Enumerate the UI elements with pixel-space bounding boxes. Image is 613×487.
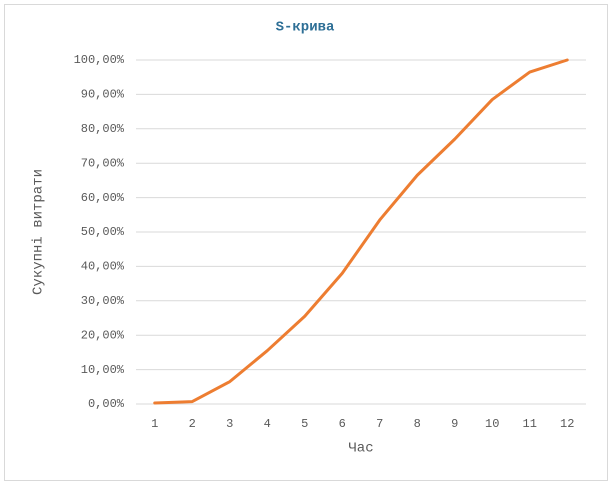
chart-title: S-крива [276,20,335,36]
y-tick-label: 90,00% [81,88,125,102]
x-tick-label: 10 [485,417,499,431]
x-tick-label: 12 [560,417,574,431]
y-tick-label: 10,00% [81,363,125,377]
x-tick-label: 2 [189,417,196,431]
x-axis-title: Час [348,441,373,457]
y-tick-label: 70,00% [81,156,125,170]
y-tick-label: 40,00% [81,260,125,274]
x-tick-label: 7 [376,417,383,431]
x-tick-label: 9 [451,417,458,431]
y-tick-label: 20,00% [81,328,125,342]
x-tick-label: 4 [264,417,271,431]
x-tick-label: 1 [151,417,158,431]
x-tick-label: 3 [226,417,233,431]
chart-border [4,4,608,481]
x-tick-label: 5 [301,417,308,431]
x-tick-label: 6 [339,417,346,431]
x-tick-label: 8 [414,417,421,431]
y-axis-title: Сукупні витрати [30,169,47,295]
y-tick-label: 60,00% [81,191,125,205]
y-tick-label: 0,00% [88,397,125,411]
y-tick-label: 100,00% [74,53,125,67]
x-tick-label: 11 [523,417,537,431]
y-tick-label: 50,00% [81,225,125,239]
y-tick-label: 80,00% [81,122,125,136]
y-tick-label: 30,00% [81,294,125,308]
data-line [153,58,569,405]
